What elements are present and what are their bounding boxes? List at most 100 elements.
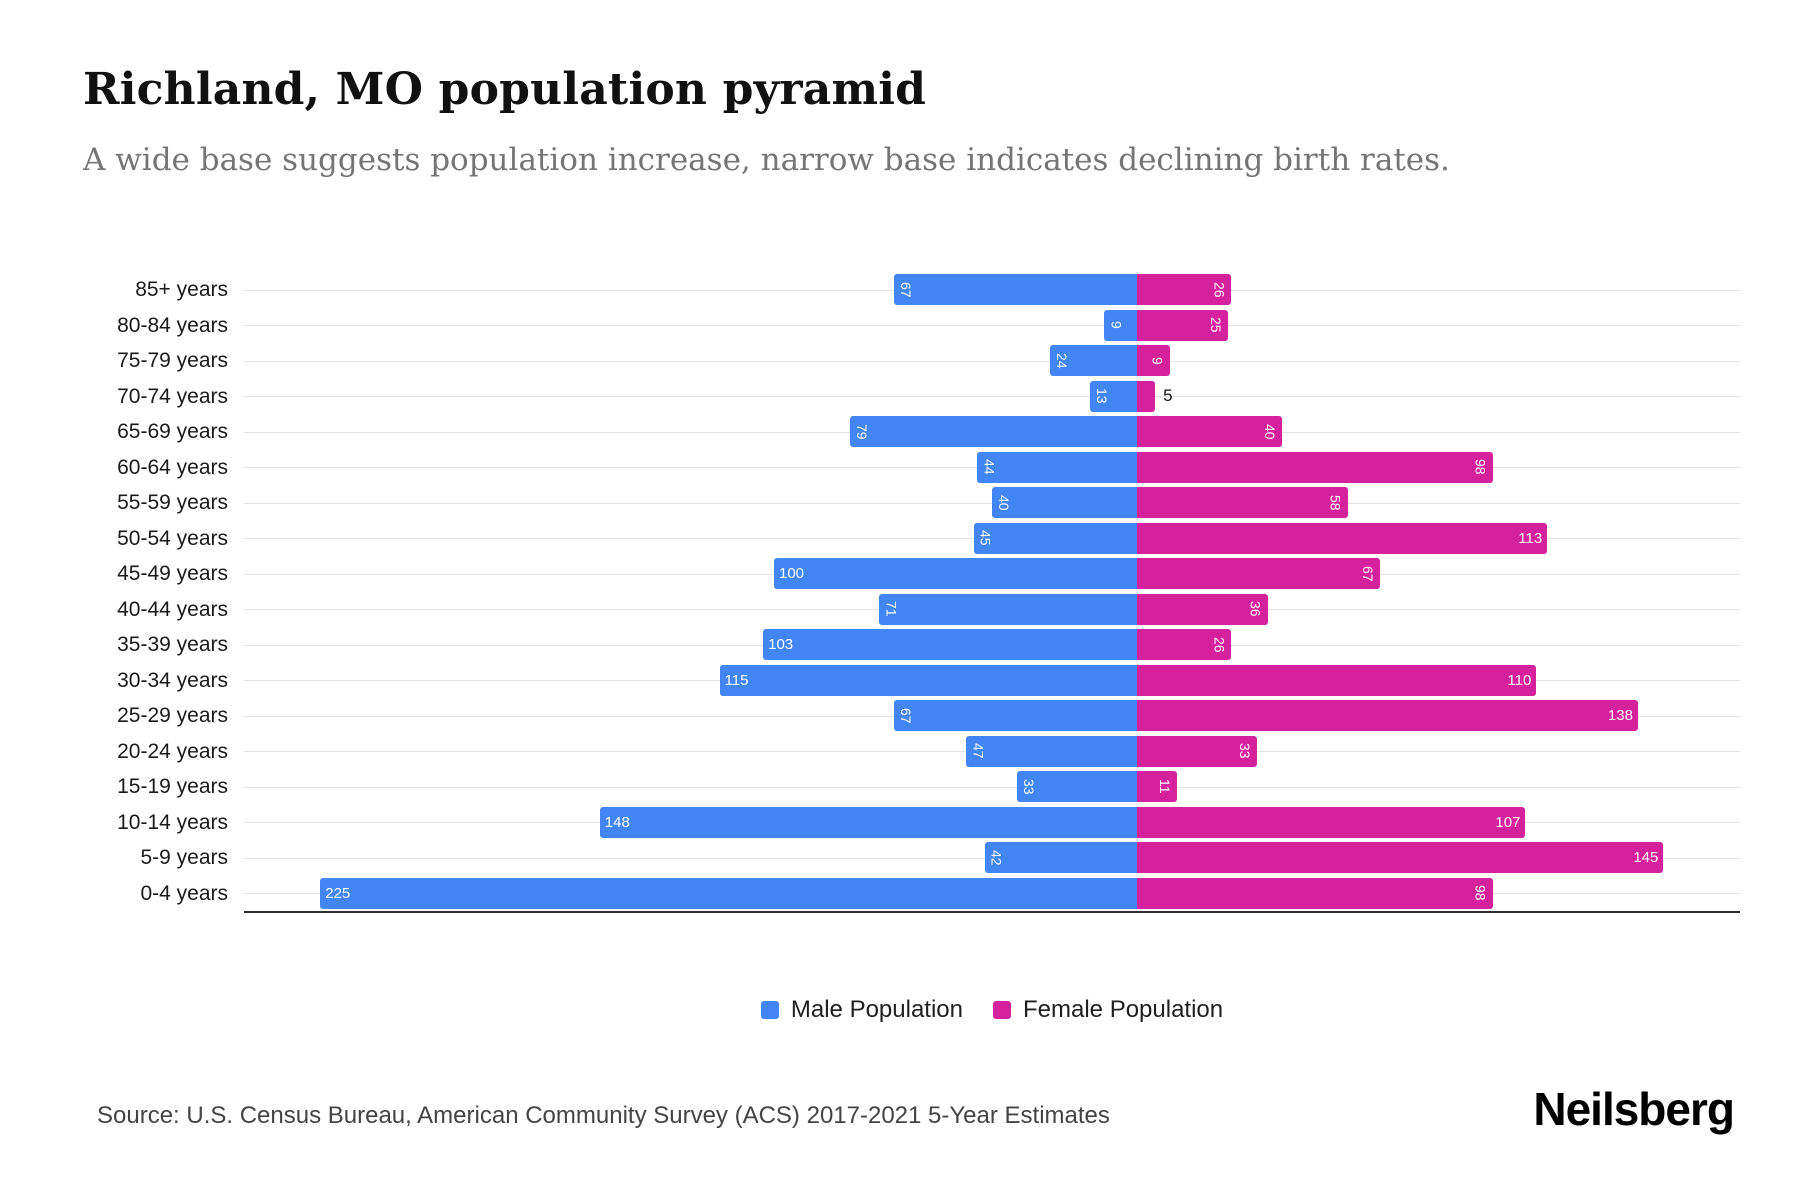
- female-bar[interactable]: 36: [1137, 593, 1268, 625]
- bar-value-label: 145: [1633, 849, 1659, 866]
- legend-female-label: Female Population: [1023, 996, 1224, 1023]
- chart-row: 85+ years 67 26: [0, 272, 1800, 308]
- age-axis-label: 30-34 years: [117, 668, 228, 692]
- male-bar[interactable]: 42: [984, 842, 1137, 873]
- bar-value-label: 40: [995, 494, 1012, 511]
- bar-value-label: 24: [1053, 352, 1070, 369]
- age-axis-label: 0-4 years: [140, 881, 228, 905]
- bar-value-label: 113: [1518, 529, 1543, 547]
- male-bar[interactable]: 45: [973, 522, 1137, 554]
- age-axis-label: 65-69 years: [117, 420, 228, 443]
- male-legend-swatch-icon: [760, 1001, 779, 1019]
- bar-value-label: 5: [1163, 386, 1173, 406]
- chart-row: 10-14 years 148 107: [0, 805, 1800, 841]
- female-bar[interactable]: 110: [1137, 664, 1537, 696]
- male-bar[interactable]: 33: [1017, 771, 1137, 802]
- male-bar[interactable]: 148: [599, 806, 1137, 838]
- chart-row: 55-59 years 40 58: [0, 485, 1800, 521]
- age-axis-label: 55-59 years: [117, 491, 228, 514]
- age-axis-label: 50-54 years: [117, 526, 228, 550]
- male-bar[interactable]: 24: [1049, 345, 1137, 376]
- chart-row: 40-44 years 71 36: [0, 592, 1800, 628]
- plot-cell: 9 25: [244, 308, 1740, 344]
- bar-value-label: 103: [768, 636, 794, 653]
- bar-value-label: 44: [981, 459, 998, 475]
- bar-value-label: 58: [1327, 494, 1344, 511]
- bar-value-label: 33: [1021, 778, 1038, 795]
- male-bar[interactable]: 225: [320, 877, 1137, 909]
- female-bar[interactable]: 25: [1137, 309, 1228, 341]
- bar-value-label: 67: [897, 707, 914, 724]
- plot-cell: 13 5: [244, 379, 1740, 415]
- bar-value-label: 225: [325, 884, 351, 902]
- male-bar[interactable]: 13: [1089, 380, 1137, 412]
- plot-cell: 100 67: [244, 556, 1740, 592]
- male-bar[interactable]: 67: [893, 700, 1137, 731]
- age-axis-label: 85+ years: [135, 278, 228, 301]
- female-bar[interactable]: 58: [1137, 487, 1348, 518]
- chart-row: 60-64 years 44 98: [0, 450, 1800, 486]
- plot-cell: 44 98: [244, 450, 1740, 486]
- male-bar[interactable]: 44: [977, 451, 1137, 483]
- female-bar[interactable]: 107: [1137, 806, 1526, 838]
- bar-value-label: 138: [1607, 707, 1633, 724]
- chart-legend: Male Population Female Population: [244, 996, 1740, 1024]
- bar-value-label: 26: [1211, 636, 1228, 653]
- female-bar[interactable]: 113: [1137, 522, 1548, 554]
- plot-cell: 71 36: [244, 592, 1740, 628]
- age-axis-label: 80-84 years: [117, 313, 228, 337]
- female-bar[interactable]: [1137, 380, 1156, 412]
- bar-value-label: 98: [1472, 459, 1489, 475]
- female-bar[interactable]: 40: [1137, 416, 1283, 447]
- plot-cell: 148 107: [244, 805, 1740, 841]
- bar-value-label: 25: [1207, 317, 1224, 333]
- plot-cell: 45 113: [244, 521, 1740, 557]
- plot-cell: 67 138: [244, 698, 1740, 734]
- gridline: [244, 396, 1740, 398]
- plot-cell: 79 40: [244, 414, 1740, 450]
- bar-value-label: 100: [779, 565, 805, 582]
- female-bar[interactable]: 138: [1137, 700, 1638, 731]
- chart-row: 0-4 years 225 98: [0, 876, 1800, 912]
- male-bar[interactable]: 67: [893, 274, 1137, 305]
- female-bar[interactable]: 26: [1137, 274, 1232, 305]
- plot-cell: 47 33: [244, 734, 1740, 770]
- male-bar[interactable]: 9: [1104, 309, 1137, 341]
- bar-value-label: 71: [883, 601, 900, 617]
- plot-cell: 115 110: [244, 663, 1740, 699]
- female-bar[interactable]: 11: [1137, 771, 1177, 802]
- male-bar[interactable]: 100: [774, 558, 1137, 589]
- male-bar[interactable]: 79: [850, 416, 1137, 447]
- bar-value-label: 13: [1093, 388, 1110, 404]
- male-bar[interactable]: 40: [991, 487, 1137, 518]
- age-axis-label: 25-29 years: [117, 704, 228, 727]
- bar-value-label: 148: [604, 813, 630, 831]
- female-bar[interactable]: 98: [1137, 877, 1493, 909]
- legend-item-male[interactable]: Male Population: [760, 996, 963, 1024]
- chart-title: Richland, MO population pyramid: [83, 64, 927, 115]
- female-bar[interactable]: 9: [1137, 345, 1170, 376]
- male-bar[interactable]: 115: [719, 664, 1137, 696]
- female-bar[interactable]: 145: [1137, 842, 1664, 873]
- female-bar[interactable]: 67: [1137, 558, 1381, 589]
- male-bar[interactable]: 103: [763, 629, 1137, 660]
- female-bar[interactable]: 33: [1137, 735, 1257, 767]
- gridline: [244, 786, 1740, 788]
- neilsberg-logo[interactable]: Neilsberg: [1533, 1083, 1735, 1135]
- bar-value-label: 36: [1247, 601, 1264, 617]
- female-bar[interactable]: 98: [1137, 451, 1493, 483]
- plot-cell: 225 98: [244, 876, 1740, 912]
- chart-row: 45-49 years 100 67: [0, 556, 1800, 592]
- bar-value-label: 11: [1156, 779, 1173, 794]
- female-bar[interactable]: 26: [1137, 629, 1232, 660]
- bar-value-label: 67: [897, 281, 914, 298]
- male-bar[interactable]: 47: [966, 735, 1137, 767]
- male-bar[interactable]: 71: [879, 593, 1137, 625]
- legend-item-female[interactable]: Female Population: [993, 996, 1223, 1024]
- chart-subtitle: A wide base suggests population increase…: [83, 142, 1450, 178]
- source-attribution: Source: U.S. Census Bureau, American Com…: [97, 1102, 1110, 1129]
- chart-row: 20-24 years 47 33: [0, 734, 1800, 770]
- chart-row: 25-29 years 67 138: [0, 698, 1800, 734]
- chart-row: 30-34 years 115 110: [0, 663, 1800, 699]
